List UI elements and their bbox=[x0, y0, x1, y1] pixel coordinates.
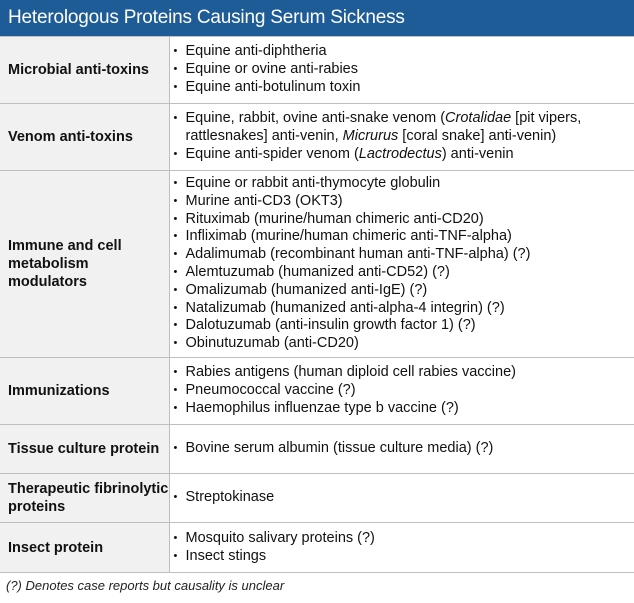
list-item: Omalizumab (humanized anti-IgE) (?) bbox=[174, 282, 627, 300]
list-item: Equine or ovine anti-rabies bbox=[174, 61, 627, 79]
item-list: Streptokinase bbox=[174, 489, 627, 507]
list-item: Natalizumab (humanized anti-alpha-4 inte… bbox=[174, 300, 627, 318]
list-item: Rituximab (murine/human chimeric anti-CD… bbox=[174, 211, 627, 229]
list-item: Bovine serum albumin (tissue culture med… bbox=[174, 440, 627, 458]
list-item: Infliximab (murine/human chimeric anti-T… bbox=[174, 228, 627, 246]
list-item: Insect stings bbox=[174, 548, 627, 566]
item-list: Bovine serum albumin (tissue culture med… bbox=[174, 440, 627, 458]
item-list: Mosquito salivary proteins (?) Insect st… bbox=[174, 530, 627, 566]
footnote: (?) Denotes case reports but causality i… bbox=[6, 578, 285, 593]
row-category: Venom anti-toxins bbox=[0, 103, 170, 171]
list-item: Equine or rabbit anti-thymocyte globulin bbox=[174, 175, 627, 193]
list-item: Murine anti-CD3 (OKT3) bbox=[174, 193, 627, 211]
list-item: Equine anti-diphtheria bbox=[174, 43, 627, 61]
table-title: Heterologous Proteins Causing Serum Sick… bbox=[0, 0, 634, 36]
list-item: Equine anti-botulinum toxin bbox=[174, 79, 627, 97]
table-row: Immune and cell metabolism modulators Eq… bbox=[0, 170, 634, 358]
table-row: Insect protein Mosquito salivary protein… bbox=[0, 522, 634, 573]
row-category: Tissue culture protein bbox=[0, 424, 170, 474]
item-list: Equine anti-diphtheria Equine or ovine a… bbox=[174, 43, 627, 96]
list-item: Pneumococcal vaccine (?) bbox=[174, 382, 627, 400]
table-row: Venom anti-toxins Equine, rabbit, ovine … bbox=[0, 103, 634, 171]
serum-sickness-table: Microbial anti-toxins Equine anti-diphth… bbox=[0, 36, 634, 573]
row-category: Therapeutic fibrinolytic proteins bbox=[0, 473, 170, 523]
list-item: Rabies antigens (human diploid cell rabi… bbox=[174, 364, 627, 382]
list-item: Dalotuzumab (anti-insulin growth factor … bbox=[174, 317, 627, 335]
table-row: Microbial anti-toxins Equine anti-diphth… bbox=[0, 36, 634, 104]
row-category: Microbial anti-toxins bbox=[0, 36, 170, 104]
list-item: Equine, rabbit, ovine anti-snake venom (… bbox=[174, 110, 627, 146]
item-list: Equine or rabbit anti-thymocyte globulin… bbox=[174, 175, 627, 353]
list-item: Alemtuzumab (humanized anti-CD52) (?) bbox=[174, 264, 627, 282]
list-item: Streptokinase bbox=[174, 489, 627, 507]
table-row: Therapeutic fibrinolytic proteins Strept… bbox=[0, 473, 634, 523]
row-category: Immune and cell metabolism modulators bbox=[0, 170, 170, 358]
item-list: Equine, rabbit, ovine anti-snake venom (… bbox=[174, 110, 627, 163]
item-list: Rabies antigens (human diploid cell rabi… bbox=[174, 364, 627, 417]
list-item: Obinutuzumab (anti-CD20) bbox=[174, 335, 627, 353]
list-item: Equine anti-spider venom (Lactrodectus) … bbox=[174, 146, 627, 164]
list-item: Mosquito salivary proteins (?) bbox=[174, 530, 627, 548]
list-item: Adalimumab (recombinant human anti-TNF-a… bbox=[174, 246, 627, 264]
list-item: Haemophilus influenzae type b vaccine (?… bbox=[174, 400, 627, 418]
table-row: Tissue culture protein Bovine serum albu… bbox=[0, 424, 634, 474]
row-category: Insect protein bbox=[0, 522, 170, 573]
table-row: Immunizations Rabies antigens (human dip… bbox=[0, 357, 634, 425]
row-category: Immunizations bbox=[0, 357, 170, 425]
